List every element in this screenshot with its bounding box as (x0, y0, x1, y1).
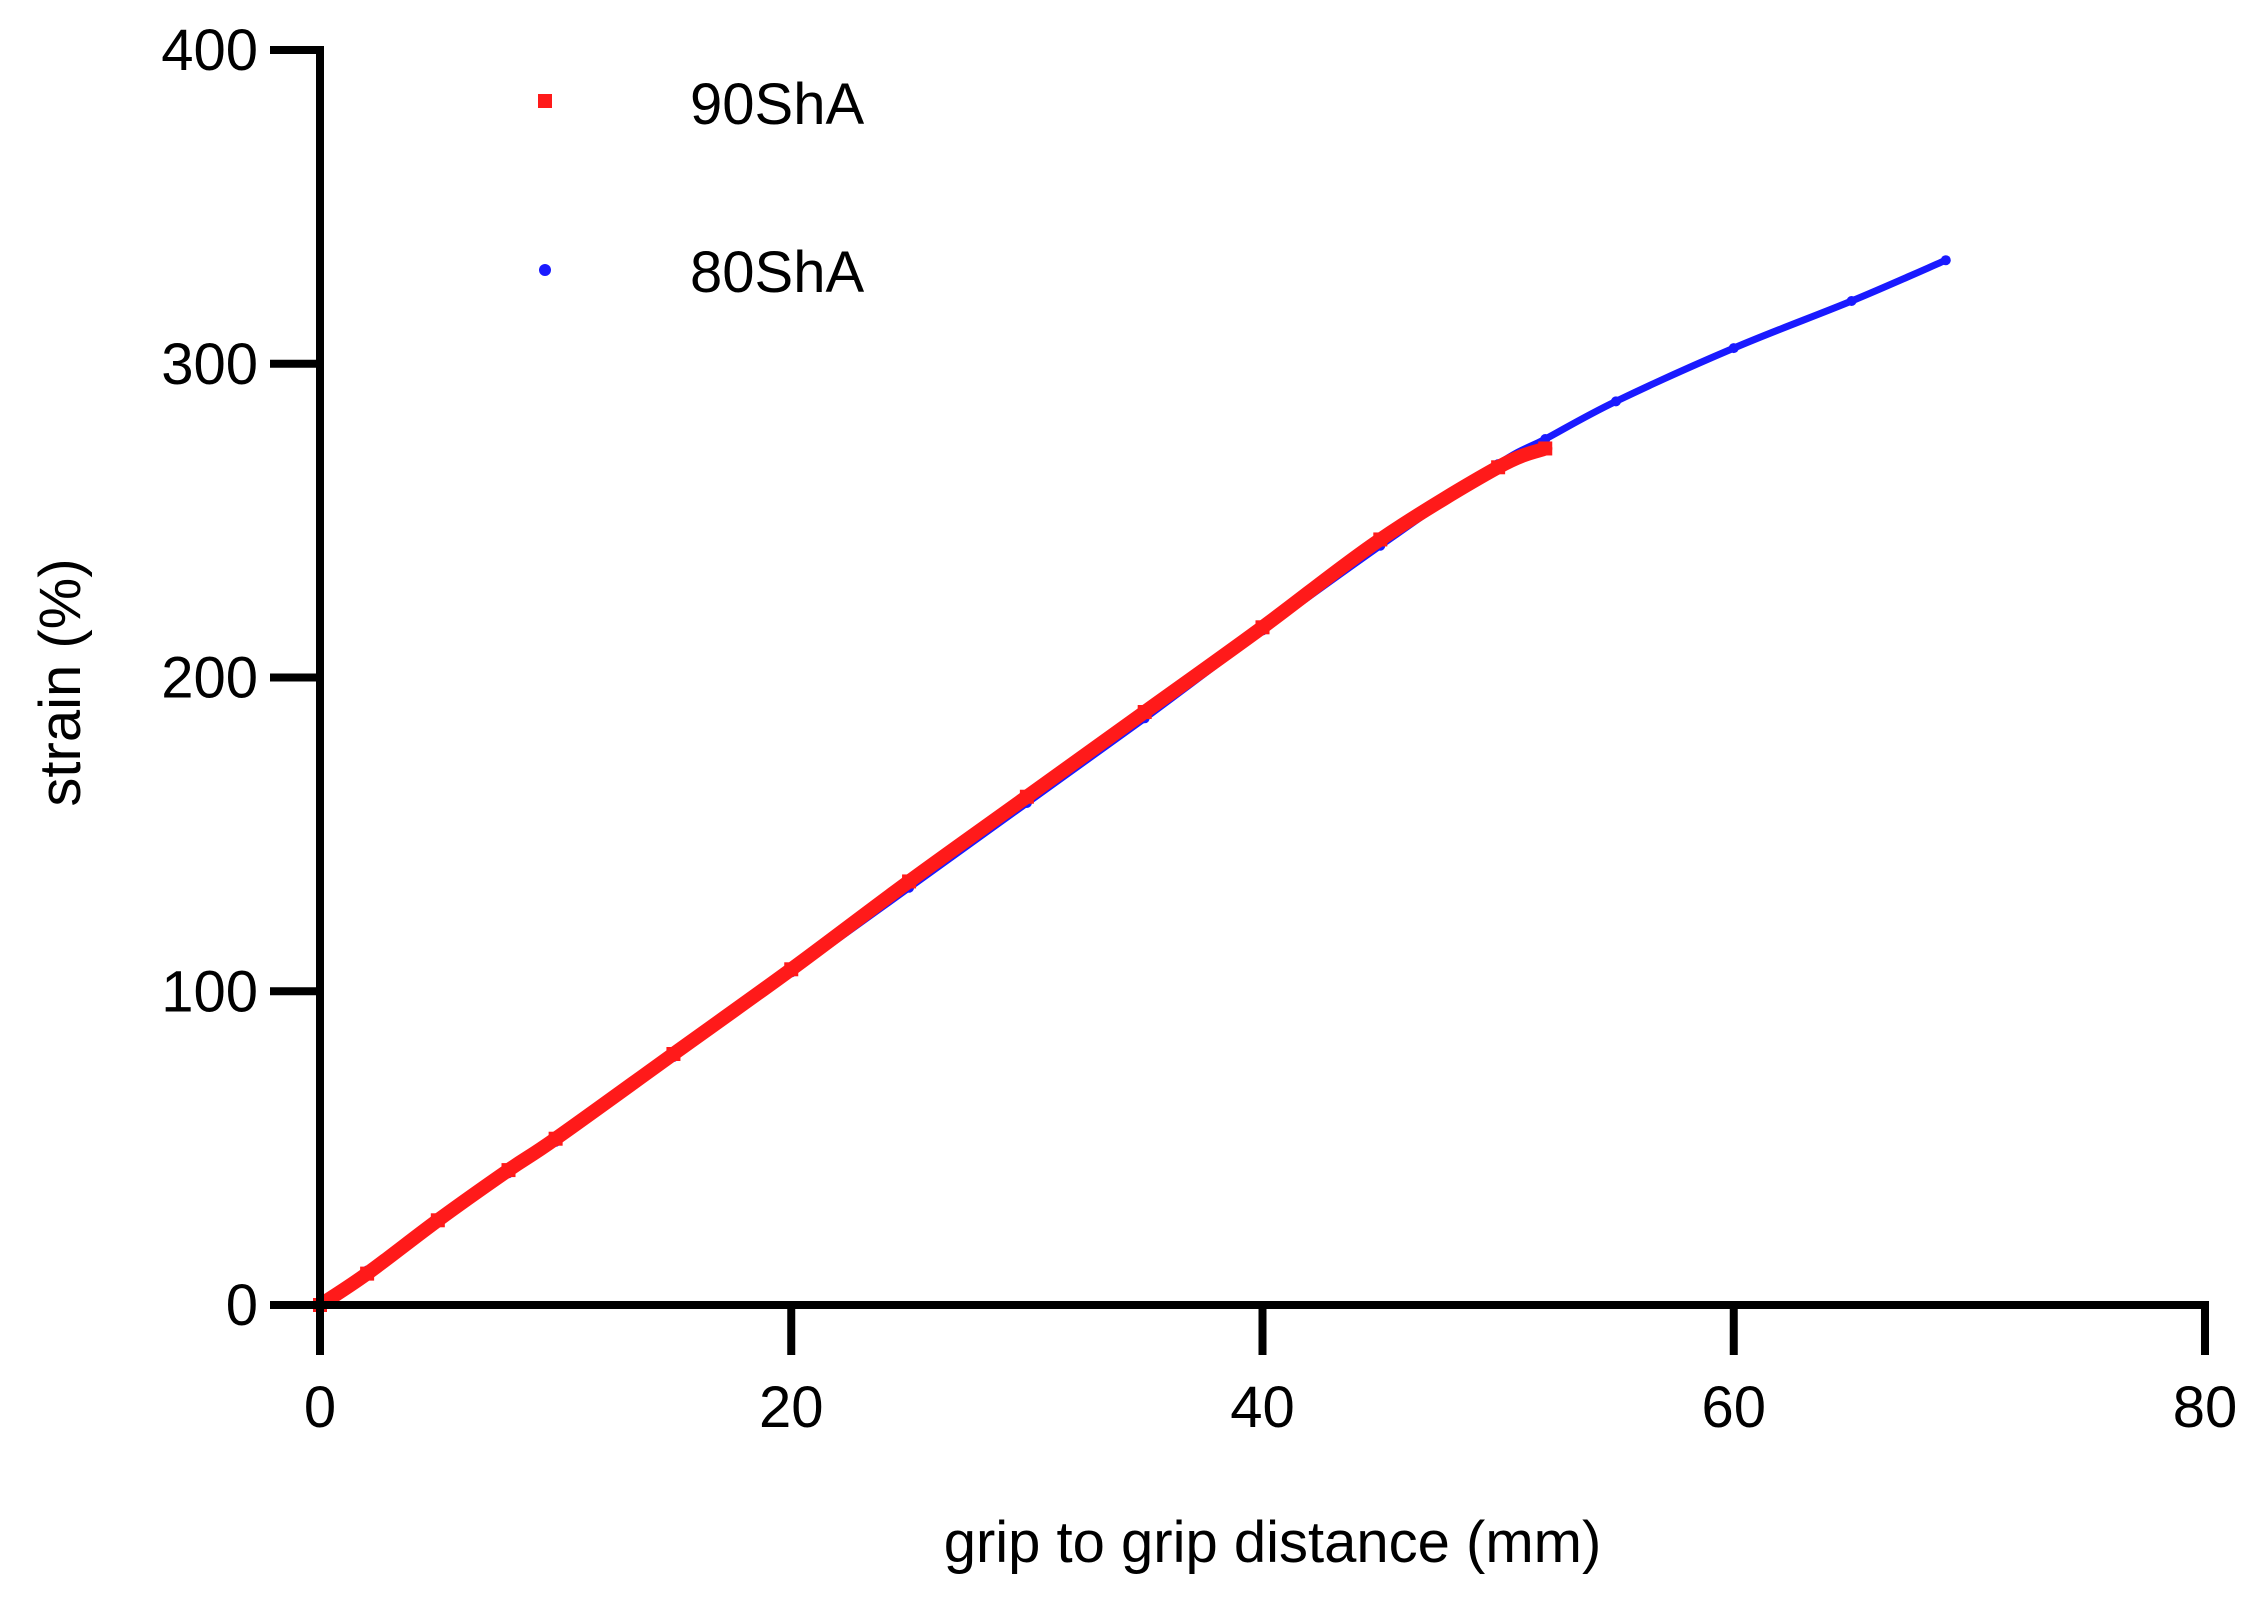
data-point-90sha-10 (1255, 620, 1270, 635)
x-axis-title: grip to grip distance (mm) (944, 1510, 1602, 1575)
data-point-80sha-15 (1728, 343, 1739, 354)
legend-label-90sha: 90ShA (690, 72, 864, 137)
ticks-layer: 0 100 200 300 400 0 20 40 60 80 (161, 18, 2237, 1440)
data-point-80sha-14 (1610, 396, 1621, 407)
series-line-90sha (313, 441, 1553, 1312)
y-tick-label-0: 0 (226, 1273, 258, 1338)
data-point-90sha-1 (360, 1266, 375, 1281)
data-point-90sha-5 (666, 1047, 681, 1061)
x-tick-label-0: 0 (304, 1375, 336, 1440)
y-tick-label-100: 100 (161, 959, 258, 1024)
data-point-90sha-6 (784, 962, 799, 977)
x-tick-label-80: 80 (2173, 1375, 2238, 1440)
y-axis-title: strain (%) (28, 558, 93, 806)
legend-marker-90sha (538, 94, 552, 108)
data-point-90sha-13 (1538, 441, 1553, 456)
series-line-80sha (316, 256, 1950, 1309)
data-point-80sha-17 (1940, 255, 1951, 266)
data-point-80sha-16 (1846, 296, 1857, 306)
data-point-90sha-2 (430, 1213, 445, 1228)
legend-marker-80sha (539, 264, 551, 276)
x-tick-label-40: 40 (1230, 1375, 1295, 1440)
data-point-90sha-11 (1373, 532, 1388, 547)
data-point-90sha-4 (548, 1131, 563, 1146)
x-tick-label-60: 60 (1701, 1375, 1766, 1440)
legend: 90ShA 80ShA (538, 72, 864, 305)
y-tick-label-400: 400 (161, 18, 258, 83)
axes-layer (316, 46, 2209, 1309)
data-point-90sha-7 (902, 874, 917, 889)
data-point-90sha-9 (1137, 705, 1152, 720)
y-tick-label-300: 300 (161, 332, 258, 397)
data-point-90sha-3 (501, 1163, 516, 1178)
data-point-90sha-8 (1019, 789, 1034, 804)
y-tick-label-200: 200 (161, 646, 258, 711)
legend-label-80sha: 80ShA (690, 240, 864, 305)
x-tick-label-20: 20 (759, 1375, 824, 1440)
data-point-90sha-12 (1491, 460, 1506, 475)
series-layer (313, 255, 1951, 1312)
